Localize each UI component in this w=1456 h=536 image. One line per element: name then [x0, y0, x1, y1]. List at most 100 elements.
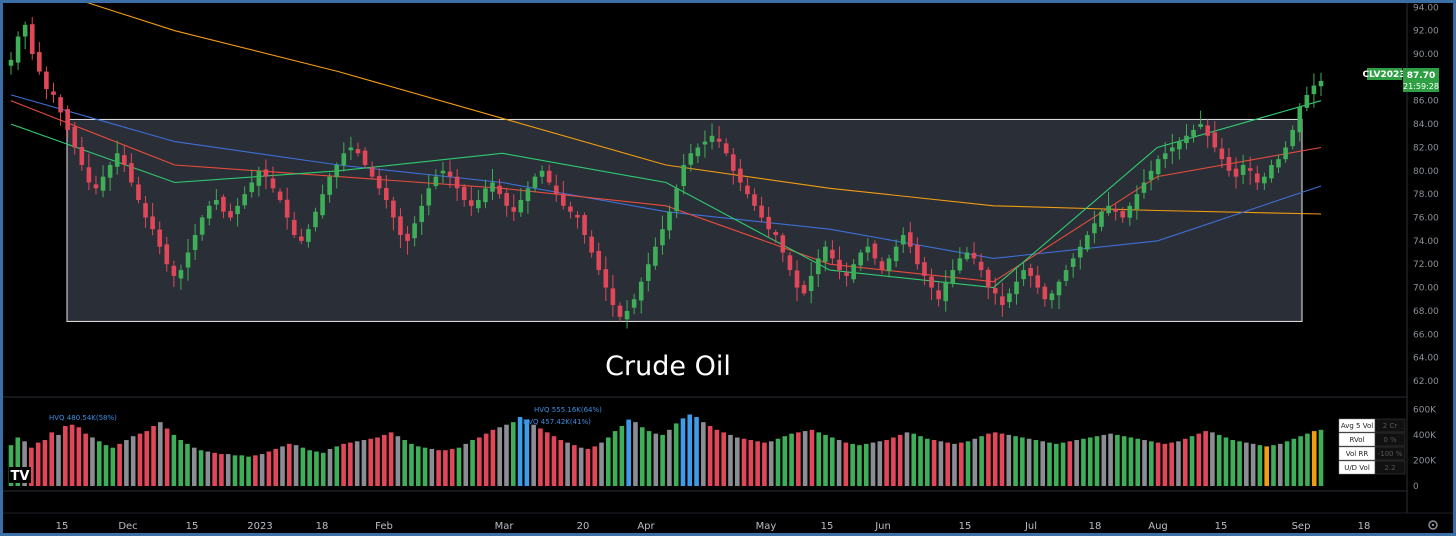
volume-bar	[741, 438, 747, 486]
candle	[1219, 137, 1225, 168]
x-tick-label: 15	[1215, 521, 1228, 532]
candle	[964, 246, 970, 262]
volume-bar	[307, 450, 312, 486]
volume-bar	[477, 437, 482, 486]
volume-bar	[293, 445, 299, 486]
volume-bar	[117, 443, 122, 486]
volume-bar	[185, 443, 190, 486]
candle	[79, 136, 85, 171]
candle	[277, 188, 283, 203]
candle	[355, 142, 361, 157]
candle	[1169, 133, 1175, 165]
candle	[936, 282, 941, 307]
last-price: 87.70	[1407, 71, 1435, 81]
volume-tick-label: 400K	[1413, 431, 1437, 441]
candle	[1276, 154, 1281, 173]
moving-average-line	[10, 94, 1322, 259]
candle	[702, 130, 708, 158]
candle	[1177, 137, 1182, 160]
volume-bar	[103, 445, 109, 486]
candle	[412, 216, 417, 247]
volume-bar	[884, 440, 889, 486]
volume-bar	[1189, 436, 1195, 486]
candle	[929, 268, 934, 301]
volume-bar	[517, 417, 523, 486]
candle	[157, 221, 163, 255]
volume-bar	[42, 440, 48, 486]
volume-bar	[1237, 441, 1242, 486]
candle	[1035, 266, 1041, 294]
volume-bar	[382, 434, 387, 486]
volume-bar	[76, 427, 82, 486]
volume-bar	[789, 433, 794, 486]
candle	[596, 242, 602, 276]
candle	[299, 228, 304, 244]
candle	[256, 166, 262, 197]
volume-bar	[829, 437, 835, 486]
y-tick-label: 84.00	[1413, 120, 1439, 130]
candle	[242, 186, 247, 210]
volume-bar	[280, 446, 285, 486]
volume-bar	[198, 450, 204, 486]
candle	[405, 226, 410, 255]
candle	[759, 196, 764, 223]
volume-bar	[538, 428, 543, 486]
candle	[653, 237, 658, 270]
volume-bar	[1053, 443, 1059, 486]
tradingview-logo[interactable]: TV	[9, 467, 31, 484]
volume-bar	[775, 438, 781, 486]
candle	[306, 224, 311, 248]
stats-table: Avg 5 Vol 2 Cr RVol 0 % Vol RR -100 % U/D Vol 2…	[1338, 418, 1406, 475]
candle	[568, 201, 573, 219]
volume-bar	[585, 448, 591, 486]
candle	[65, 105, 70, 138]
y-tick-label: 76.00	[1413, 214, 1439, 224]
candle	[221, 194, 226, 219]
volume-bar	[1277, 443, 1283, 486]
price-chart[interactable]: 94.0092.0090.0088.0086.0084.0082.0080.00…	[3, 3, 1453, 533]
volume-bar	[1033, 440, 1039, 486]
volume-bar	[1162, 443, 1168, 486]
volume-bar	[1101, 434, 1107, 486]
candle	[383, 175, 389, 209]
volume-bar	[15, 437, 21, 486]
volume-annotation: HVQ 555.16K(64%)	[534, 406, 602, 414]
candle	[858, 249, 864, 271]
volume-bar	[986, 433, 991, 486]
volume-bar	[1196, 433, 1202, 486]
x-tick-label: 20	[577, 521, 590, 532]
volume-bar	[925, 438, 930, 486]
volume-bar	[572, 445, 577, 486]
candle	[603, 256, 609, 301]
candle	[525, 181, 531, 214]
stats-label: Avg 5 Vol	[1341, 422, 1373, 430]
volume-bar	[1087, 437, 1093, 486]
volume-bar	[911, 433, 917, 486]
volume-bar	[639, 427, 645, 486]
candle	[1240, 154, 1246, 185]
volume-bar	[35, 442, 41, 486]
candle	[617, 302, 623, 322]
candle	[688, 143, 694, 172]
candle	[589, 230, 594, 258]
volume-bar	[578, 447, 584, 486]
candle	[15, 31, 21, 71]
price-badge: CLV2023 87.70 21:59:28	[1362, 68, 1439, 92]
volume-bar	[1244, 442, 1249, 486]
candle	[171, 260, 177, 287]
volume-bar	[449, 448, 455, 486]
candle	[1304, 86, 1310, 112]
volume-bar	[354, 441, 360, 486]
candle	[228, 203, 233, 221]
gear-icon[interactable]	[1428, 520, 1438, 530]
y-tick-label: 74.00	[1413, 237, 1439, 247]
candle	[1233, 157, 1239, 189]
candle	[766, 206, 771, 238]
volume-bar	[667, 429, 672, 486]
volume-bar	[524, 419, 530, 486]
candle	[235, 198, 240, 227]
volume-bar	[191, 447, 197, 486]
candle	[185, 238, 191, 281]
volume-bar	[1210, 432, 1215, 486]
candle	[1070, 253, 1076, 278]
